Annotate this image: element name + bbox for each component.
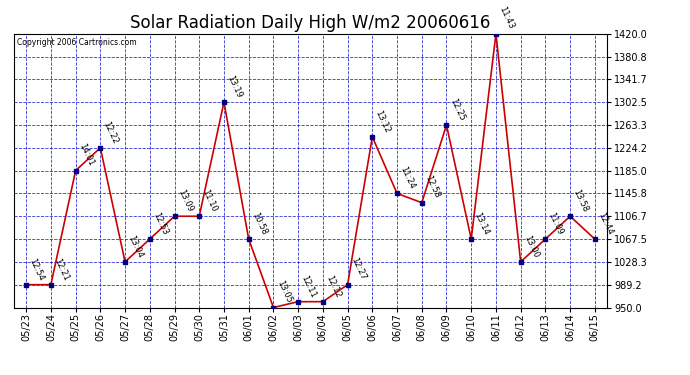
Text: Copyright 2006 Cartronics.com: Copyright 2006 Cartronics.com	[17, 38, 137, 47]
Text: 12:53: 12:53	[151, 211, 170, 236]
Text: 14:01: 14:01	[77, 142, 95, 168]
Title: Solar Radiation Daily High W/m2 20060616: Solar Radiation Daily High W/m2 20060616	[130, 14, 491, 32]
Text: 13:14: 13:14	[473, 211, 491, 236]
Text: 12:11: 12:11	[299, 274, 317, 299]
Text: 12:12: 12:12	[324, 274, 342, 299]
Text: 12:27: 12:27	[349, 256, 367, 282]
Text: 13:19: 13:19	[226, 74, 244, 99]
Text: 11:24: 11:24	[398, 165, 417, 190]
Text: 13:04: 13:04	[126, 234, 145, 259]
Text: 13:09: 13:09	[176, 188, 194, 213]
Text: 11:43: 11:43	[497, 6, 515, 31]
Text: 11:10: 11:10	[201, 188, 219, 213]
Text: 12:58: 12:58	[423, 174, 442, 200]
Text: 13:58: 13:58	[571, 188, 590, 213]
Text: 12:25: 12:25	[448, 97, 466, 122]
Text: 11:09: 11:09	[546, 211, 565, 236]
Text: 13:00: 13:00	[522, 234, 540, 259]
Text: 10:58: 10:58	[250, 211, 268, 236]
Text: 13:05: 13:05	[275, 279, 293, 305]
Text: 12:54: 12:54	[28, 256, 46, 282]
Text: 12:21: 12:21	[52, 256, 70, 282]
Text: 13:12: 13:12	[374, 109, 392, 134]
Text: 12:44: 12:44	[596, 211, 614, 236]
Text: 12:22: 12:22	[101, 120, 120, 145]
